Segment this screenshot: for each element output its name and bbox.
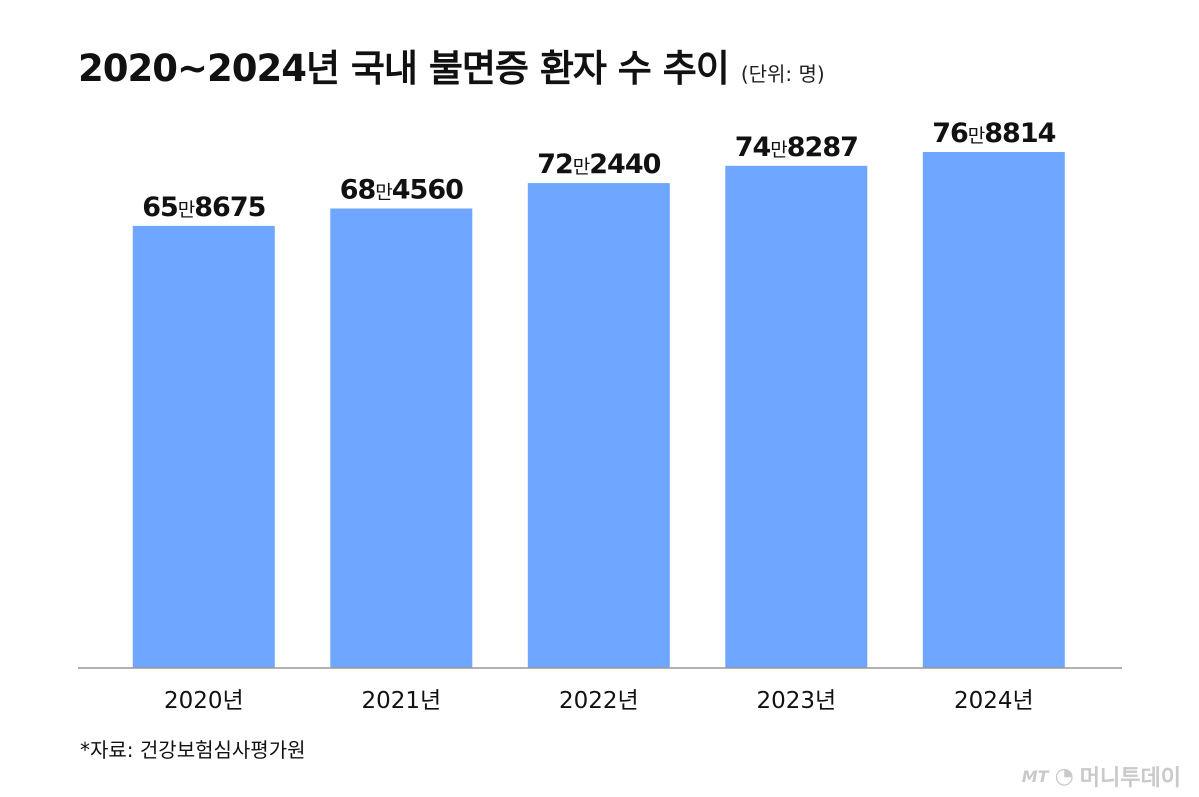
value-label-man: 76 (932, 118, 968, 149)
mt-logo: MT (1021, 766, 1049, 786)
value-label: 74만8287 (735, 132, 858, 163)
title-block: 2020~2024년 국내 불면증 환자 수 추이 (단위: 명) (78, 38, 825, 92)
x-tick-label: 2023년 (756, 688, 836, 714)
x-tick-label: 2022년 (559, 688, 639, 714)
value-label-unit: 만 (968, 125, 985, 147)
value-label-rest: 4560 (392, 175, 463, 206)
bar-2024년 (922, 152, 1065, 668)
value-label-rest: 8287 (787, 132, 858, 163)
value-label-man: 74 (735, 132, 771, 163)
bar-2022년 (527, 183, 670, 668)
x-tick-label: 2020년 (164, 688, 244, 714)
x-tick-label: 2024년 (954, 688, 1034, 714)
source-note: *자료: 건강보험심사평가원 (80, 738, 306, 762)
unit-note: (단위: 명) (740, 62, 825, 86)
bar-2023년 (725, 165, 868, 669)
bar-2021년 (330, 208, 473, 668)
value-label-unit: 만 (770, 139, 787, 161)
value-label: 72만2440 (537, 149, 660, 180)
value-label-unit: 만 (178, 199, 195, 221)
watermark-text: 머니투데이 (1079, 766, 1181, 791)
watermark: MT ◔ 머니투데이 (1022, 760, 1181, 792)
value-label: 68만4560 (340, 175, 463, 206)
value-label-rest: 2440 (589, 149, 660, 180)
value-label-rest: 8675 (194, 192, 265, 223)
value-label-man: 72 (537, 149, 573, 180)
value-label: 65만8675 (142, 192, 265, 223)
value-label-unit: 만 (375, 182, 392, 204)
x-tick-label: 2021년 (361, 688, 441, 714)
watermark-circle-icon: ◔ (1054, 763, 1074, 789)
value-label-man: 68 (340, 175, 376, 206)
value-label-rest: 8814 (984, 118, 1055, 149)
value-label-unit: 만 (573, 156, 590, 178)
value-label: 76만8814 (932, 118, 1055, 149)
value-label-man: 65 (142, 192, 178, 223)
chart-title: 2020~2024년 국내 불면증 환자 수 추이 (78, 47, 730, 90)
bar-2020년 (132, 225, 275, 668)
